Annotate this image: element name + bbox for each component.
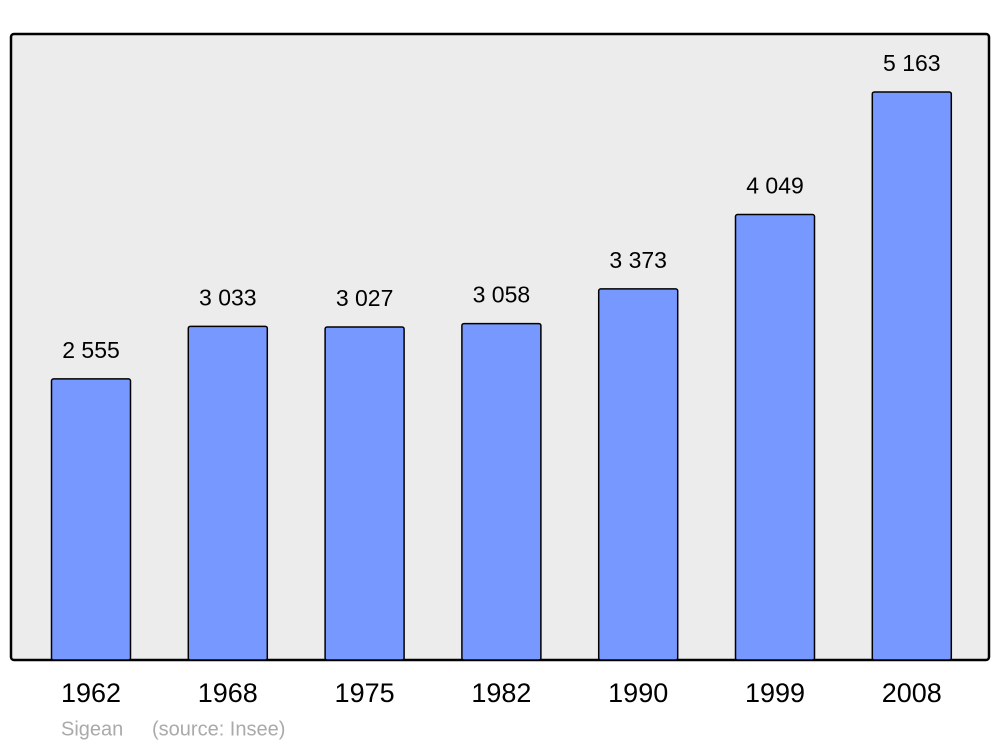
bar	[461, 322, 542, 661]
bar	[50, 378, 132, 661]
x-tick-label: 1999	[745, 678, 805, 708]
bar	[871, 91, 953, 661]
x-tick-label: 2008	[882, 678, 942, 708]
value-label: 3 027	[336, 285, 394, 311]
x-tick-label: 1982	[471, 678, 531, 708]
bar	[734, 213, 816, 661]
value-label: 4 049	[746, 173, 804, 199]
value-label: 5 163	[883, 50, 941, 76]
x-tick-label: 1990	[608, 678, 668, 708]
value-label: 3 373	[609, 247, 667, 273]
value-label: 2 555	[62, 337, 120, 363]
value-label: 3 033	[199, 284, 257, 310]
x-tick-label: 1962	[61, 678, 121, 708]
bar	[187, 325, 269, 661]
x-tick-label: 1968	[198, 678, 258, 708]
x-tick-label: 1975	[335, 678, 395, 708]
source-note: (source: Insee)	[152, 718, 285, 740]
place-name: Sigean	[61, 718, 123, 740]
bar	[324, 326, 405, 661]
value-label: 3 058	[473, 282, 531, 308]
bar	[597, 288, 679, 661]
